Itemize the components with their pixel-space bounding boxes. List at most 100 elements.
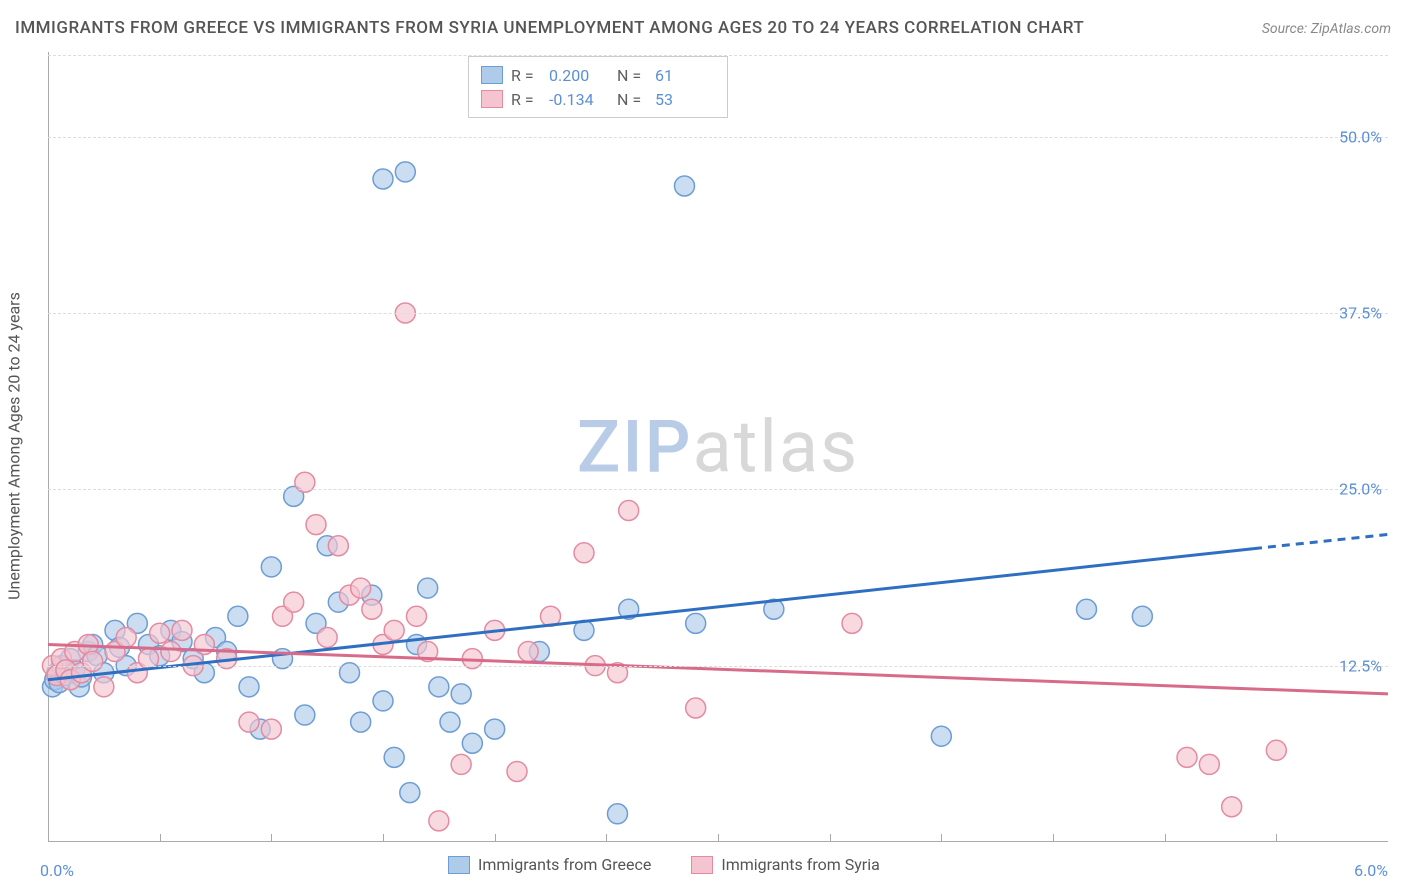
x-tick bbox=[718, 834, 719, 842]
swatch-syria-bottom bbox=[691, 856, 713, 874]
scatter-point bbox=[619, 500, 639, 520]
x-label-left: 0.0% bbox=[40, 861, 74, 880]
scatter-point bbox=[407, 606, 427, 626]
scatter-point bbox=[507, 761, 527, 781]
legend-item-greece: Immigrants from Greece bbox=[448, 855, 651, 874]
n-label-syria: N = bbox=[617, 90, 647, 109]
scatter-point bbox=[518, 642, 538, 662]
x-tick bbox=[271, 834, 272, 842]
x-tick bbox=[941, 834, 942, 842]
x-tick bbox=[383, 834, 384, 842]
r-value-syria: -0.134 bbox=[549, 90, 609, 109]
x-tick bbox=[830, 834, 831, 842]
x-tick bbox=[1053, 834, 1054, 842]
scatter-point bbox=[1222, 797, 1242, 817]
scatter-point bbox=[317, 627, 337, 647]
x-tick bbox=[160, 834, 161, 842]
plot-area: ZIPatlas R = 0.200 N = 61 R = -0.134 N =… bbox=[48, 52, 1388, 842]
chart-title: IMMIGRANTS FROM GREECE VS IMMIGRANTS FRO… bbox=[15, 18, 1084, 38]
swatch-syria bbox=[481, 90, 503, 108]
scatter-point bbox=[429, 677, 449, 697]
n-value-greece: 61 bbox=[655, 66, 715, 85]
scatter-point bbox=[384, 747, 404, 767]
legend-row-syria: R = -0.134 N = 53 bbox=[481, 87, 715, 111]
correlation-legend: R = 0.200 N = 61 R = -0.134 N = 53 bbox=[468, 56, 728, 118]
scatter-point bbox=[462, 733, 482, 753]
scatter-point bbox=[418, 578, 438, 598]
source-value: ZipAtlas.com bbox=[1311, 21, 1391, 37]
legend-item-syria: Immigrants from Syria bbox=[691, 855, 879, 874]
scatter-point bbox=[384, 620, 404, 640]
x-tick bbox=[495, 834, 496, 842]
r-label-greece: R = bbox=[511, 66, 541, 85]
source-attribution: Source: ZipAtlas.com bbox=[1262, 21, 1391, 37]
n-value-syria: 53 bbox=[655, 90, 715, 109]
scatter-point bbox=[608, 804, 628, 824]
scatter-point bbox=[686, 698, 706, 718]
x-tick bbox=[1165, 834, 1166, 842]
grid-line bbox=[48, 489, 1388, 490]
scatter-point bbox=[1077, 599, 1097, 619]
swatch-greece-bottom bbox=[448, 856, 470, 874]
scatter-point bbox=[440, 712, 460, 732]
swatch-greece bbox=[481, 66, 503, 84]
scatter-point bbox=[931, 726, 951, 746]
r-label-syria: R = bbox=[511, 90, 541, 109]
n-label-greece: N = bbox=[617, 66, 647, 85]
scatter-point bbox=[400, 783, 420, 803]
scatter-point bbox=[395, 162, 415, 182]
y-axis-title: Unemployment Among Ages 20 to 24 years bbox=[5, 292, 24, 600]
y-tick-label: 37.5% bbox=[1339, 303, 1382, 322]
scatter-point bbox=[161, 642, 181, 662]
scatter-point bbox=[373, 169, 393, 189]
scatter-point bbox=[228, 606, 248, 626]
scatter-svg bbox=[48, 52, 1388, 842]
scatter-point bbox=[261, 719, 281, 739]
scatter-point bbox=[116, 627, 136, 647]
legend-label-syria: Immigrants from Syria bbox=[721, 855, 879, 874]
scatter-point bbox=[328, 536, 348, 556]
y-tick-label: 50.0% bbox=[1339, 127, 1382, 146]
scatter-point bbox=[373, 691, 393, 711]
scatter-point bbox=[686, 613, 706, 633]
scatter-point bbox=[842, 613, 862, 633]
x-tick bbox=[1276, 834, 1277, 842]
legend-label-greece: Immigrants from Greece bbox=[478, 855, 651, 874]
scatter-point bbox=[1266, 740, 1286, 760]
scatter-point bbox=[1132, 606, 1152, 626]
scatter-point bbox=[239, 712, 259, 732]
trend-line-extrapolated bbox=[1254, 534, 1388, 548]
grid-line bbox=[48, 55, 1388, 56]
scatter-point bbox=[675, 176, 695, 196]
grid-line bbox=[48, 137, 1388, 138]
scatter-point bbox=[306, 515, 326, 535]
r-value-greece: 0.200 bbox=[549, 66, 609, 85]
scatter-point bbox=[362, 599, 382, 619]
scatter-point bbox=[351, 712, 371, 732]
grid-line bbox=[48, 313, 1388, 314]
legend-row-greece: R = 0.200 N = 61 bbox=[481, 63, 715, 87]
scatter-point bbox=[351, 578, 371, 598]
scatter-point bbox=[150, 623, 170, 643]
scatter-point bbox=[94, 677, 114, 697]
scatter-point bbox=[429, 811, 449, 831]
scatter-point bbox=[295, 705, 315, 725]
series-legend: Immigrants from Greece Immigrants from S… bbox=[448, 855, 880, 874]
scatter-point bbox=[451, 754, 471, 774]
scatter-point bbox=[1199, 754, 1219, 774]
scatter-point bbox=[284, 592, 304, 612]
scatter-point bbox=[485, 719, 505, 739]
scatter-point bbox=[1177, 747, 1197, 767]
scatter-point bbox=[451, 684, 471, 704]
scatter-point bbox=[239, 677, 259, 697]
source-label: Source: bbox=[1262, 21, 1307, 37]
scatter-point bbox=[261, 557, 281, 577]
grid-line bbox=[48, 666, 1388, 667]
y-tick-label: 12.5% bbox=[1339, 656, 1382, 675]
y-tick-label: 25.0% bbox=[1339, 480, 1382, 499]
x-label-right: 6.0% bbox=[1354, 861, 1388, 880]
x-tick bbox=[606, 834, 607, 842]
header-row: IMMIGRANTS FROM GREECE VS IMMIGRANTS FRO… bbox=[15, 18, 1391, 38]
scatter-point bbox=[172, 620, 192, 640]
scatter-point bbox=[83, 651, 103, 671]
